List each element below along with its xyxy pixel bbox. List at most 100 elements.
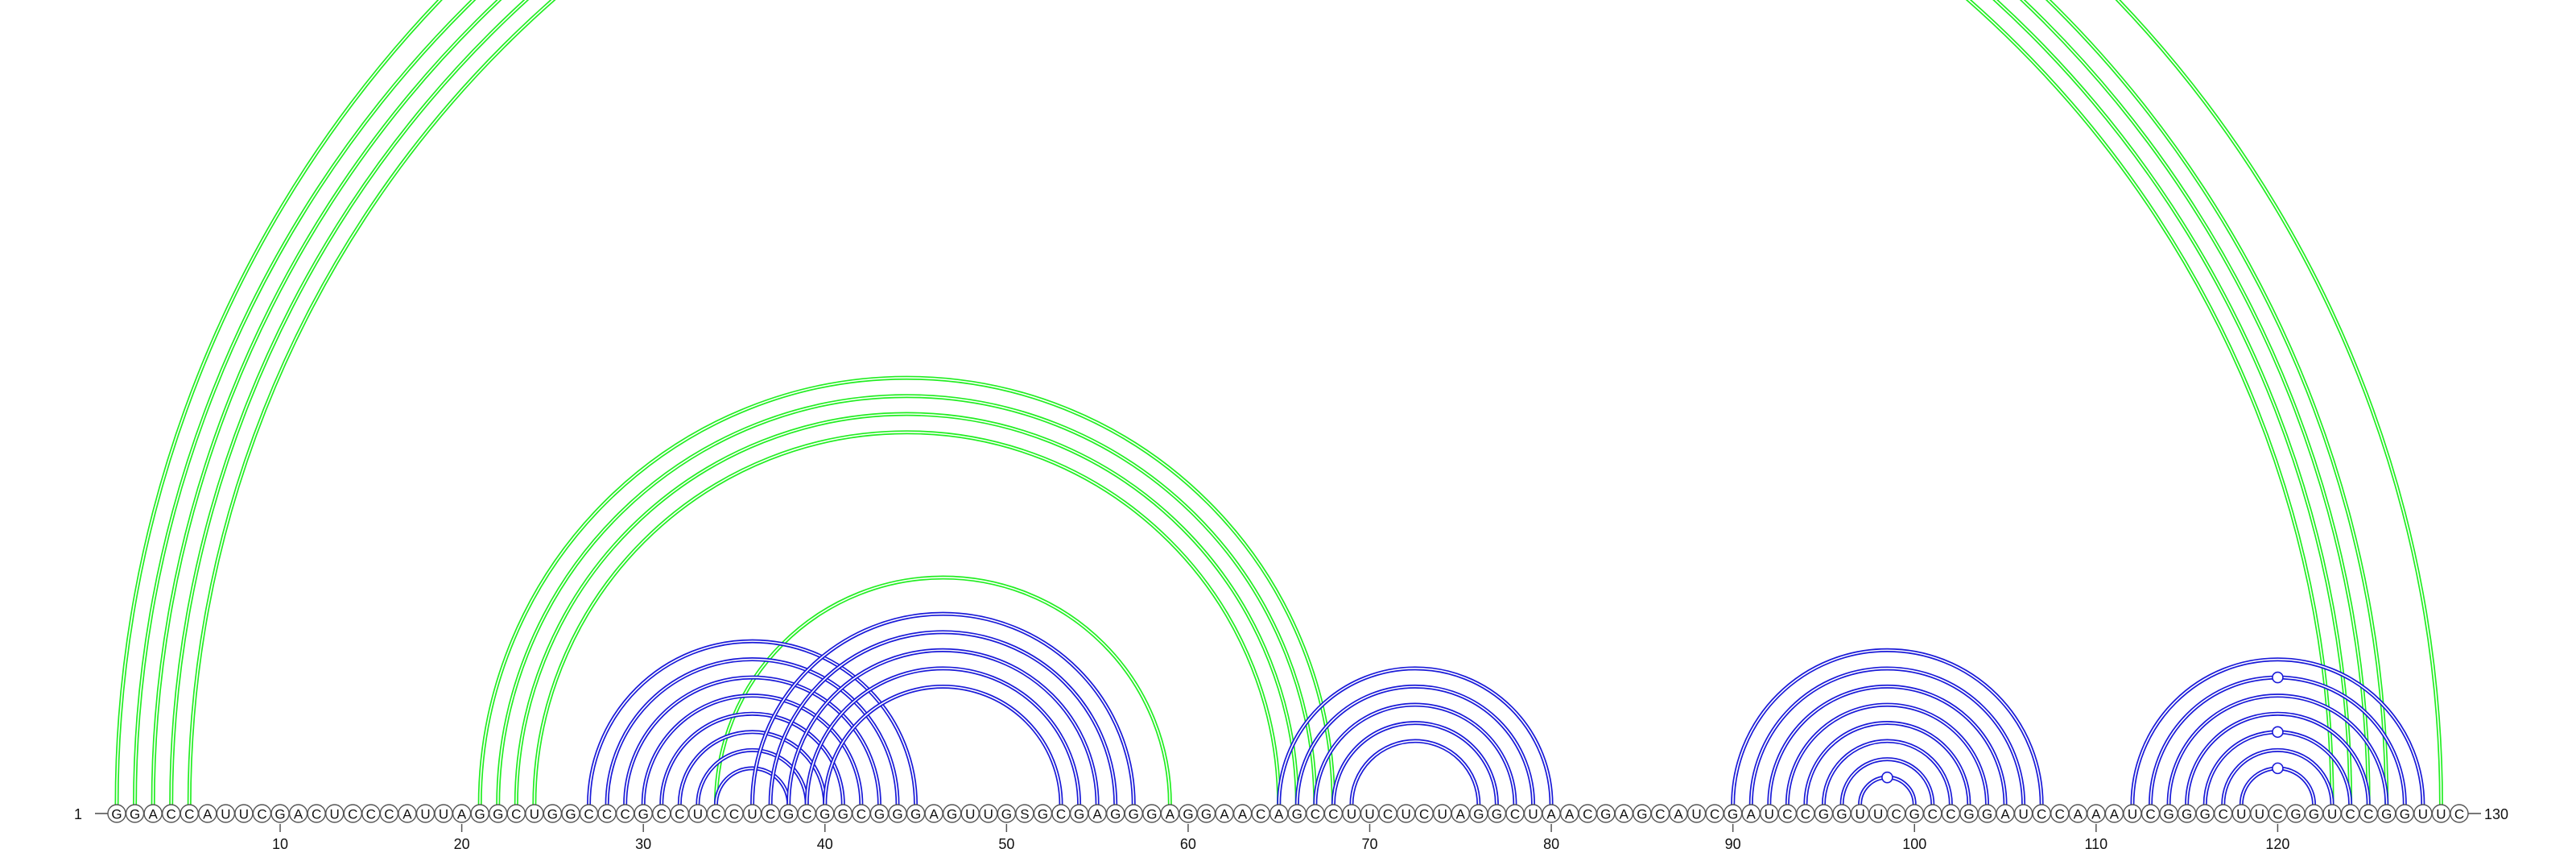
pair-marker-116-124 [2272, 726, 2284, 739]
nucleotide-letter: G [2163, 807, 2174, 822]
nucleotide-letter: G [1292, 807, 1302, 822]
nucleotide-letter: C [1946, 807, 1955, 822]
nucleotide-128: U [2413, 804, 2433, 823]
nucleotide-letter: A [1747, 807, 1757, 822]
nucleotide-36: U [742, 804, 762, 823]
nucleotide-letter: C [1892, 807, 1901, 822]
nucleotide-letter: G [1836, 807, 1847, 822]
arc-34-59 [713, 576, 1172, 805]
nucleotide-111: A [2104, 804, 2124, 823]
nucleotide-letter: A [1238, 807, 1248, 822]
nucleotide-126: G [2377, 804, 2396, 823]
nucleotide-letter: G [892, 807, 902, 822]
nucleotide-letter: C [511, 807, 521, 822]
nucleotide-letter: U [1765, 807, 1774, 822]
tick-label-110: 110 [2084, 836, 2107, 852]
nucleotide-103: G [1959, 804, 1979, 823]
arc-gap-23-66 [515, 413, 1298, 805]
nucleotide-120: C [2268, 804, 2288, 823]
nucleotide-letter: C [766, 807, 775, 822]
arc-gap-22-67 [497, 395, 1316, 805]
arc-gap-95-102 [1823, 740, 1952, 805]
nucleotide-letter: C [1710, 807, 1719, 822]
nucleotide-71: C [1378, 804, 1397, 823]
nucleotide-82: C [1578, 804, 1597, 823]
nucleotide-letter: U [984, 807, 993, 822]
arc-gap-29-43 [624, 677, 881, 805]
nucleotide-51: S [1015, 804, 1034, 823]
nucleotide-letter: A [1166, 807, 1175, 822]
nucleotide-70: U [1360, 804, 1380, 823]
nucleotide-letter: C [366, 807, 376, 822]
arc-gap-92-105 [1768, 685, 2006, 805]
nucleotide-letter: U [747, 807, 757, 822]
nucleotide-79: U [1523, 804, 1543, 823]
nucleotide-letter: C [1056, 807, 1066, 822]
nucleotide-55: A [1088, 804, 1107, 823]
nucleotide-11: A [288, 804, 308, 823]
nucleotide-letter: G [130, 807, 140, 822]
nucleotide-letter: A [1565, 807, 1575, 822]
nucleotide-letter: A [203, 807, 213, 822]
nucleotide-letter: G [565, 807, 576, 822]
nucleotide-letter: U [1528, 807, 1538, 822]
nucleotide-letter: C [2037, 807, 2046, 822]
nucleotide-letter: A [2091, 807, 2101, 822]
arc-67-78 [1313, 702, 1517, 805]
nucleotide-letter: A [402, 807, 412, 822]
nucleotide-105: A [1996, 804, 2015, 823]
arc-gap-33-39 [697, 749, 808, 805]
nucleotide-letter: C [584, 807, 593, 822]
nucleotide-14: C [343, 804, 362, 823]
nucleotide-letter: G [1201, 807, 1212, 822]
nucleotide-35: C [724, 804, 744, 823]
nucleotide-67: C [1306, 804, 1325, 823]
nucleotide-84: A [1614, 804, 1634, 823]
nucleotide-101: C [1923, 804, 1942, 823]
nucleotide-letter: G [1183, 807, 1193, 822]
nucleotide-97: U [1850, 804, 1870, 823]
nucleotide-2: G [125, 804, 145, 823]
nucleotide-109: A [2068, 804, 2087, 823]
nucleotide-21: G [470, 804, 489, 823]
nucleotide-27: C [579, 804, 599, 823]
nucleotide-letter: C [620, 807, 630, 822]
nucleotide-125: C [2359, 804, 2378, 823]
nucleotide-54: G [1069, 804, 1089, 823]
nucleotide-letter: U [2128, 807, 2137, 822]
nucleotide-letter: G [638, 807, 649, 822]
arc-gap-68-77 [1332, 722, 1498, 805]
nucleotide-37: C [761, 804, 780, 823]
nucleotide-121: G [2286, 804, 2306, 823]
nucleotide-118: U [2231, 804, 2252, 823]
nucleotide-39: C [797, 804, 816, 823]
tick-label-70: 70 [1361, 836, 1377, 852]
nucleotide-92: U [1760, 804, 1779, 823]
nucleotide-letter: U [2255, 807, 2264, 822]
nucleotide-91: A [1741, 804, 1761, 823]
nucleotide-letter: A [1620, 807, 1629, 822]
tick-label-20: 20 [454, 836, 470, 852]
nucleotide-letter: U [2018, 807, 2028, 822]
nucleotide-112: U [2123, 804, 2142, 823]
nucleotide-letter: U [2436, 807, 2446, 822]
nucleotide-62: A [1215, 804, 1234, 823]
tick-label-80: 80 [1543, 836, 1559, 852]
nucleotide-86: C [1650, 804, 1670, 823]
nucleotide-letter: G [1728, 807, 1738, 822]
pair-markers [1881, 671, 2284, 784]
nucleotide-letter: G [1038, 807, 1048, 822]
nucleotide-letter: C [1782, 807, 1792, 822]
nucleotide-letter: C [1583, 807, 1592, 822]
arc-gap-96-101 [1841, 759, 1934, 805]
pair-marker-113-127 [2272, 671, 2284, 684]
nucleotide-letter: G [547, 807, 558, 822]
nucleotide-56: G [1105, 804, 1125, 823]
nucleotide-letter: C [711, 807, 720, 822]
tick-label-40: 40 [817, 836, 833, 852]
nucleotide-99: C [1886, 804, 1906, 823]
nucleotide-48: U [960, 804, 980, 823]
nucleotide-102: C [1941, 804, 1961, 823]
nucleotide-59: A [1160, 804, 1180, 823]
